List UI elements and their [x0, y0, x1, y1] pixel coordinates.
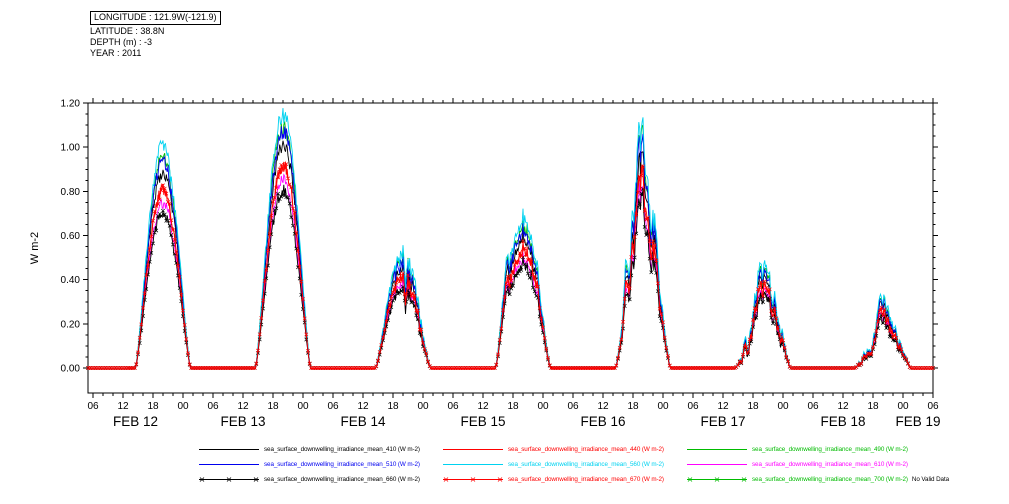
legend-label: sea_surface_downwelling_irradiance_mean_… [264, 461, 420, 468]
legend-item-410: sea_surface_downwelling_irradiance_mean_… [198, 445, 442, 454]
y-tick-label: 0.60 [61, 231, 81, 242]
legend-line-sample [443, 449, 503, 450]
longitude-label: LONGITUDE : 121.9W(-121.9) [90, 11, 221, 25]
legend-line-sample [687, 449, 747, 450]
legend-label: sea_surface_downwelling_irradiance_mean_… [752, 461, 908, 468]
legend-item-670: sea_surface_downwelling_irradiance_mean_… [442, 475, 686, 484]
legend-x-marker-icon [443, 477, 449, 482]
y-tick-label: 1.20 [61, 99, 81, 110]
x-day-label: FEB 17 [700, 414, 745, 429]
x-tick-label: 18 [387, 401, 399, 412]
series-line-560 [88, 108, 933, 369]
x-tick-label: 18 [747, 401, 759, 412]
series-markers-670 [86, 162, 935, 370]
x-day-label: FEB 13 [220, 414, 265, 429]
legend-line-sample [443, 477, 503, 482]
legend-item-440: sea_surface_downwelling_irradiance_mean_… [442, 445, 686, 454]
legend-x-marker-icon [253, 477, 259, 482]
latitude-label: LATITUDE : 38.8N [90, 26, 165, 36]
legend-line-sample [199, 449, 259, 450]
depth-label: DEPTH (m) : -3 [90, 37, 152, 47]
legend-x-marker-icon [497, 477, 503, 482]
series-line-510 [88, 126, 933, 369]
y-tick-label: 0.00 [61, 364, 81, 375]
x-tick-label: 12 [117, 401, 129, 412]
legend-item-560: sea_surface_downwelling_irradiance_mean_… [442, 460, 686, 469]
x-day-label: FEB 14 [340, 414, 386, 429]
legend-x-marker-icon [714, 477, 720, 482]
legend-item-510: sea_surface_downwelling_irradiance_mean_… [198, 460, 442, 469]
legend-line-sample [687, 477, 747, 482]
x-tick-label: 06 [567, 401, 579, 412]
legend-item-610: sea_surface_downwelling_irradiance_mean_… [686, 460, 1008, 469]
legend-label: sea_surface_downwelling_irradiance_mean_… [508, 476, 664, 483]
legend-label: sea_surface_downwelling_irradiance_mean_… [752, 446, 908, 453]
y-tick-label: 0.40 [61, 275, 81, 286]
y-tick-label: 1.00 [61, 143, 81, 154]
legend-line-sample [687, 464, 747, 465]
legend-x-marker-icon [199, 477, 205, 482]
x-tick-label: 12 [237, 401, 249, 412]
legend-x-marker-icon [687, 477, 693, 482]
x-tick-label: 18 [147, 401, 159, 412]
legend-x-marker-icon [470, 477, 476, 482]
x-tick-label: 12 [597, 401, 609, 412]
x-tick-label: 12 [837, 401, 849, 412]
x-tick-label: 00 [417, 401, 429, 412]
legend-line-sample [443, 464, 503, 465]
y-tick-label: 0.80 [61, 187, 81, 198]
x-tick-label: 00 [177, 401, 189, 412]
legend-item-700: sea_surface_downwelling_irradiance_mean_… [686, 475, 1008, 484]
x-tick-label: 06 [87, 401, 99, 412]
legend-item-660: sea_surface_downwelling_irradiance_mean_… [198, 475, 442, 484]
year-label: YEAR : 2011 [90, 48, 142, 58]
x-tick-label: 00 [297, 401, 309, 412]
x-tick-label: 06 [447, 401, 459, 412]
x-tick-label: 06 [207, 401, 219, 412]
legend-label: sea_surface_downwelling_irradiance_mean_… [508, 461, 664, 468]
legend-no-data-note: No Valid Data [911, 476, 949, 483]
y-tick-label: 0.20 [61, 319, 81, 330]
x-tick-label: 12 [477, 401, 489, 412]
y-axis-label: W m-2 [29, 232, 41, 264]
x-tick-label: 12 [717, 401, 729, 412]
x-tick-label: 06 [687, 401, 699, 412]
series-line-670 [88, 160, 933, 369]
legend-line-sample [199, 464, 259, 465]
x-day-label: FEB 18 [820, 414, 865, 429]
legend-label: sea_surface_downwelling_irradiance_mean_… [264, 476, 420, 483]
x-tick-label: 18 [507, 401, 519, 412]
legend-label: sea_surface_downwelling_irradiance_mean_… [508, 446, 664, 453]
x-tick-label: 18 [867, 401, 879, 412]
legend: sea_surface_downwelling_irradiance_mean_… [198, 442, 1008, 487]
legend-x-marker-icon [741, 477, 747, 482]
x-day-label: FEB 19 [895, 414, 940, 429]
x-tick-label: 00 [657, 401, 669, 412]
header-info: LONGITUDE : 121.9W(-121.9) LATITUDE : 38… [90, 11, 221, 59]
x-day-label: FEB 16 [580, 414, 625, 429]
x-tick-label: 12 [357, 401, 369, 412]
plot-frame [87, 102, 934, 394]
x-tick-label: 18 [267, 401, 279, 412]
x-tick-label: 06 [927, 401, 939, 412]
x-tick-label: 00 [897, 401, 909, 412]
legend-x-marker-icon [226, 477, 232, 482]
legend-label: sea_surface_downwelling_irradiance_mean_… [264, 446, 420, 453]
x-tick-label: 00 [537, 401, 549, 412]
x-tick-label: 00 [777, 401, 789, 412]
x-day-label: FEB 12 [113, 414, 158, 429]
x-day-label: FEB 15 [460, 414, 505, 429]
x-tick-label: 06 [807, 401, 819, 412]
legend-line-sample [199, 477, 259, 482]
legend-label: sea_surface_downwelling_irradiance_mean_… [752, 476, 908, 483]
legend-item-490: sea_surface_downwelling_irradiance_mean_… [686, 445, 1008, 454]
series-line-490 [88, 121, 933, 369]
x-tick-label: 18 [627, 401, 639, 412]
x-tick-label: 06 [327, 401, 339, 412]
